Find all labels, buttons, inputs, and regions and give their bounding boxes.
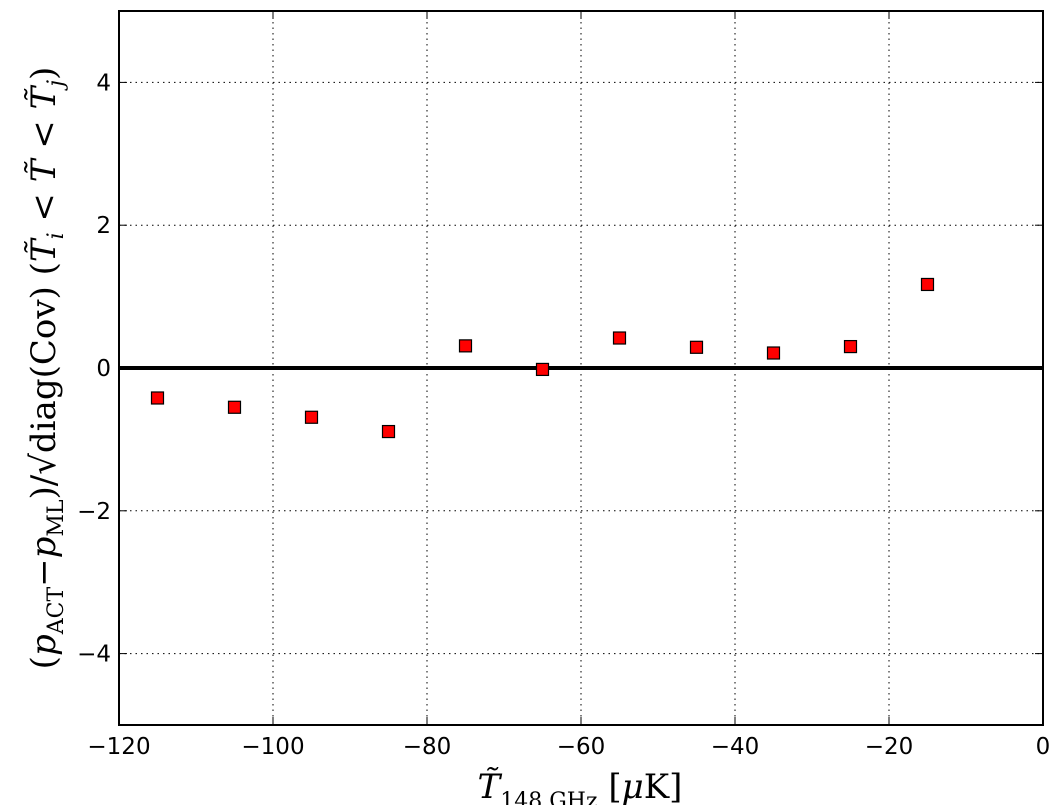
x-tick-label: −120: [87, 734, 150, 760]
y-tick-label: 0: [96, 356, 111, 382]
x-tick-label: −20: [865, 734, 914, 760]
x-tick-label: −60: [557, 734, 606, 760]
grid: [119, 11, 1043, 725]
y-tick-label: 4: [96, 70, 111, 96]
y-axis-label: (pACT−pML)/√diag(Cov) (T̃i < T̃ < T̃j): [24, 67, 69, 670]
y-tick-labels: −4 −2 0 2 4: [77, 70, 111, 667]
y-tick-label: 2: [96, 213, 111, 239]
data-point-square: [689, 340, 704, 354]
data-point-square: [227, 400, 242, 414]
ticks: [118, 11, 1044, 725]
x-axis-label: T̃148 GHz [μK]: [478, 767, 683, 805]
data-point-square: [920, 277, 935, 292]
x-tick-label: −100: [241, 734, 304, 760]
data-points: [150, 277, 935, 439]
data-point-square: [458, 339, 473, 353]
data-point-square: [150, 391, 165, 405]
data-point-square: [535, 362, 550, 377]
y-tick-label: −4: [77, 642, 111, 668]
x-tick-label: −80: [403, 734, 452, 760]
x-tick-label: −40: [711, 734, 760, 760]
x-tick-labels: −120 −100 −80 −60 −40 −20 0: [87, 734, 1050, 760]
data-point-square: [612, 331, 627, 345]
data-point-square: [766, 346, 781, 360]
data-point-square: [381, 424, 396, 439]
x-tick-label: 0: [1036, 734, 1050, 760]
data-point-square: [843, 339, 858, 354]
data-point-square: [304, 410, 319, 424]
y-tick-label: −2: [77, 499, 111, 525]
